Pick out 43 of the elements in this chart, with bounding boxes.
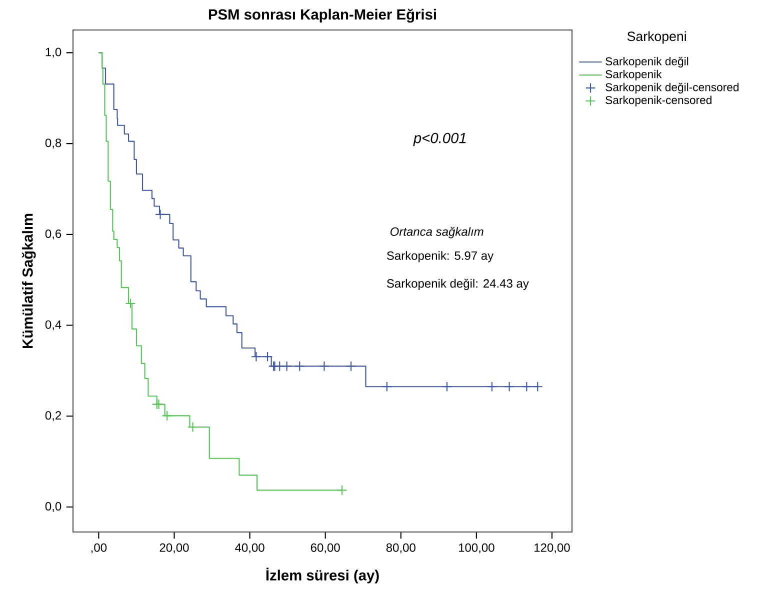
y-axis-title: Kümülatif Sağkalım [22, 214, 36, 348]
y-tick-label: 0,8 [45, 138, 62, 149]
legend-label: Sarkopenik [606, 70, 662, 80]
point [162, 410, 172, 421]
y-tick-label: 0,6 [45, 229, 62, 240]
y-tick-label: 0,4 [45, 320, 62, 330]
point [251, 351, 262, 362]
point [188, 422, 198, 432]
point [442, 381, 452, 392]
point [346, 360, 356, 372]
annotation: p<0.001 [413, 132, 466, 146]
x-tick-label: 60,00 [310, 543, 340, 554]
point [262, 351, 273, 362]
chart-title: PSM sonrası Kaplan-Meier Eğrisi [208, 8, 436, 23]
annotation: Sarkopenik: 5.97 ay [386, 251, 494, 262]
legend-label: Sarkopenik değil-censored [606, 82, 739, 94]
point [319, 360, 330, 372]
y-tick-label: 0,2 [45, 411, 62, 422]
x-tick-label: 20,00 [160, 543, 189, 554]
y-tick-label: 1,0 [46, 48, 62, 58]
x-tick-label: 120,00 [534, 543, 570, 554]
x-tick-label: 80,00 [386, 543, 416, 554]
x-tick-label: 40,00 [235, 543, 264, 554]
point [294, 360, 305, 372]
point [504, 381, 514, 392]
point [336, 484, 348, 496]
point [125, 298, 136, 309]
point [486, 381, 498, 392]
point [532, 381, 543, 392]
annotation: Ortanca sağkalım [390, 226, 484, 238]
annotation: Sarkopenik değil: 24.43 ay [386, 278, 529, 290]
point [155, 209, 166, 220]
point [521, 381, 532, 392]
point [274, 360, 285, 372]
x-axis-title: İzlem süresi (ay) [266, 568, 379, 584]
legend-label: Sarkopenik değil [606, 56, 688, 68]
point [282, 360, 292, 372]
legend-title: Sarkopeni [627, 31, 686, 44]
point [382, 381, 392, 392]
x-tick-label: 100,00 [459, 543, 494, 554]
y-tick-label: 0,0 [45, 502, 62, 512]
legend-label: Sarkopenik-censored [606, 96, 712, 106]
x-tick-label: ,00 [91, 543, 107, 554]
